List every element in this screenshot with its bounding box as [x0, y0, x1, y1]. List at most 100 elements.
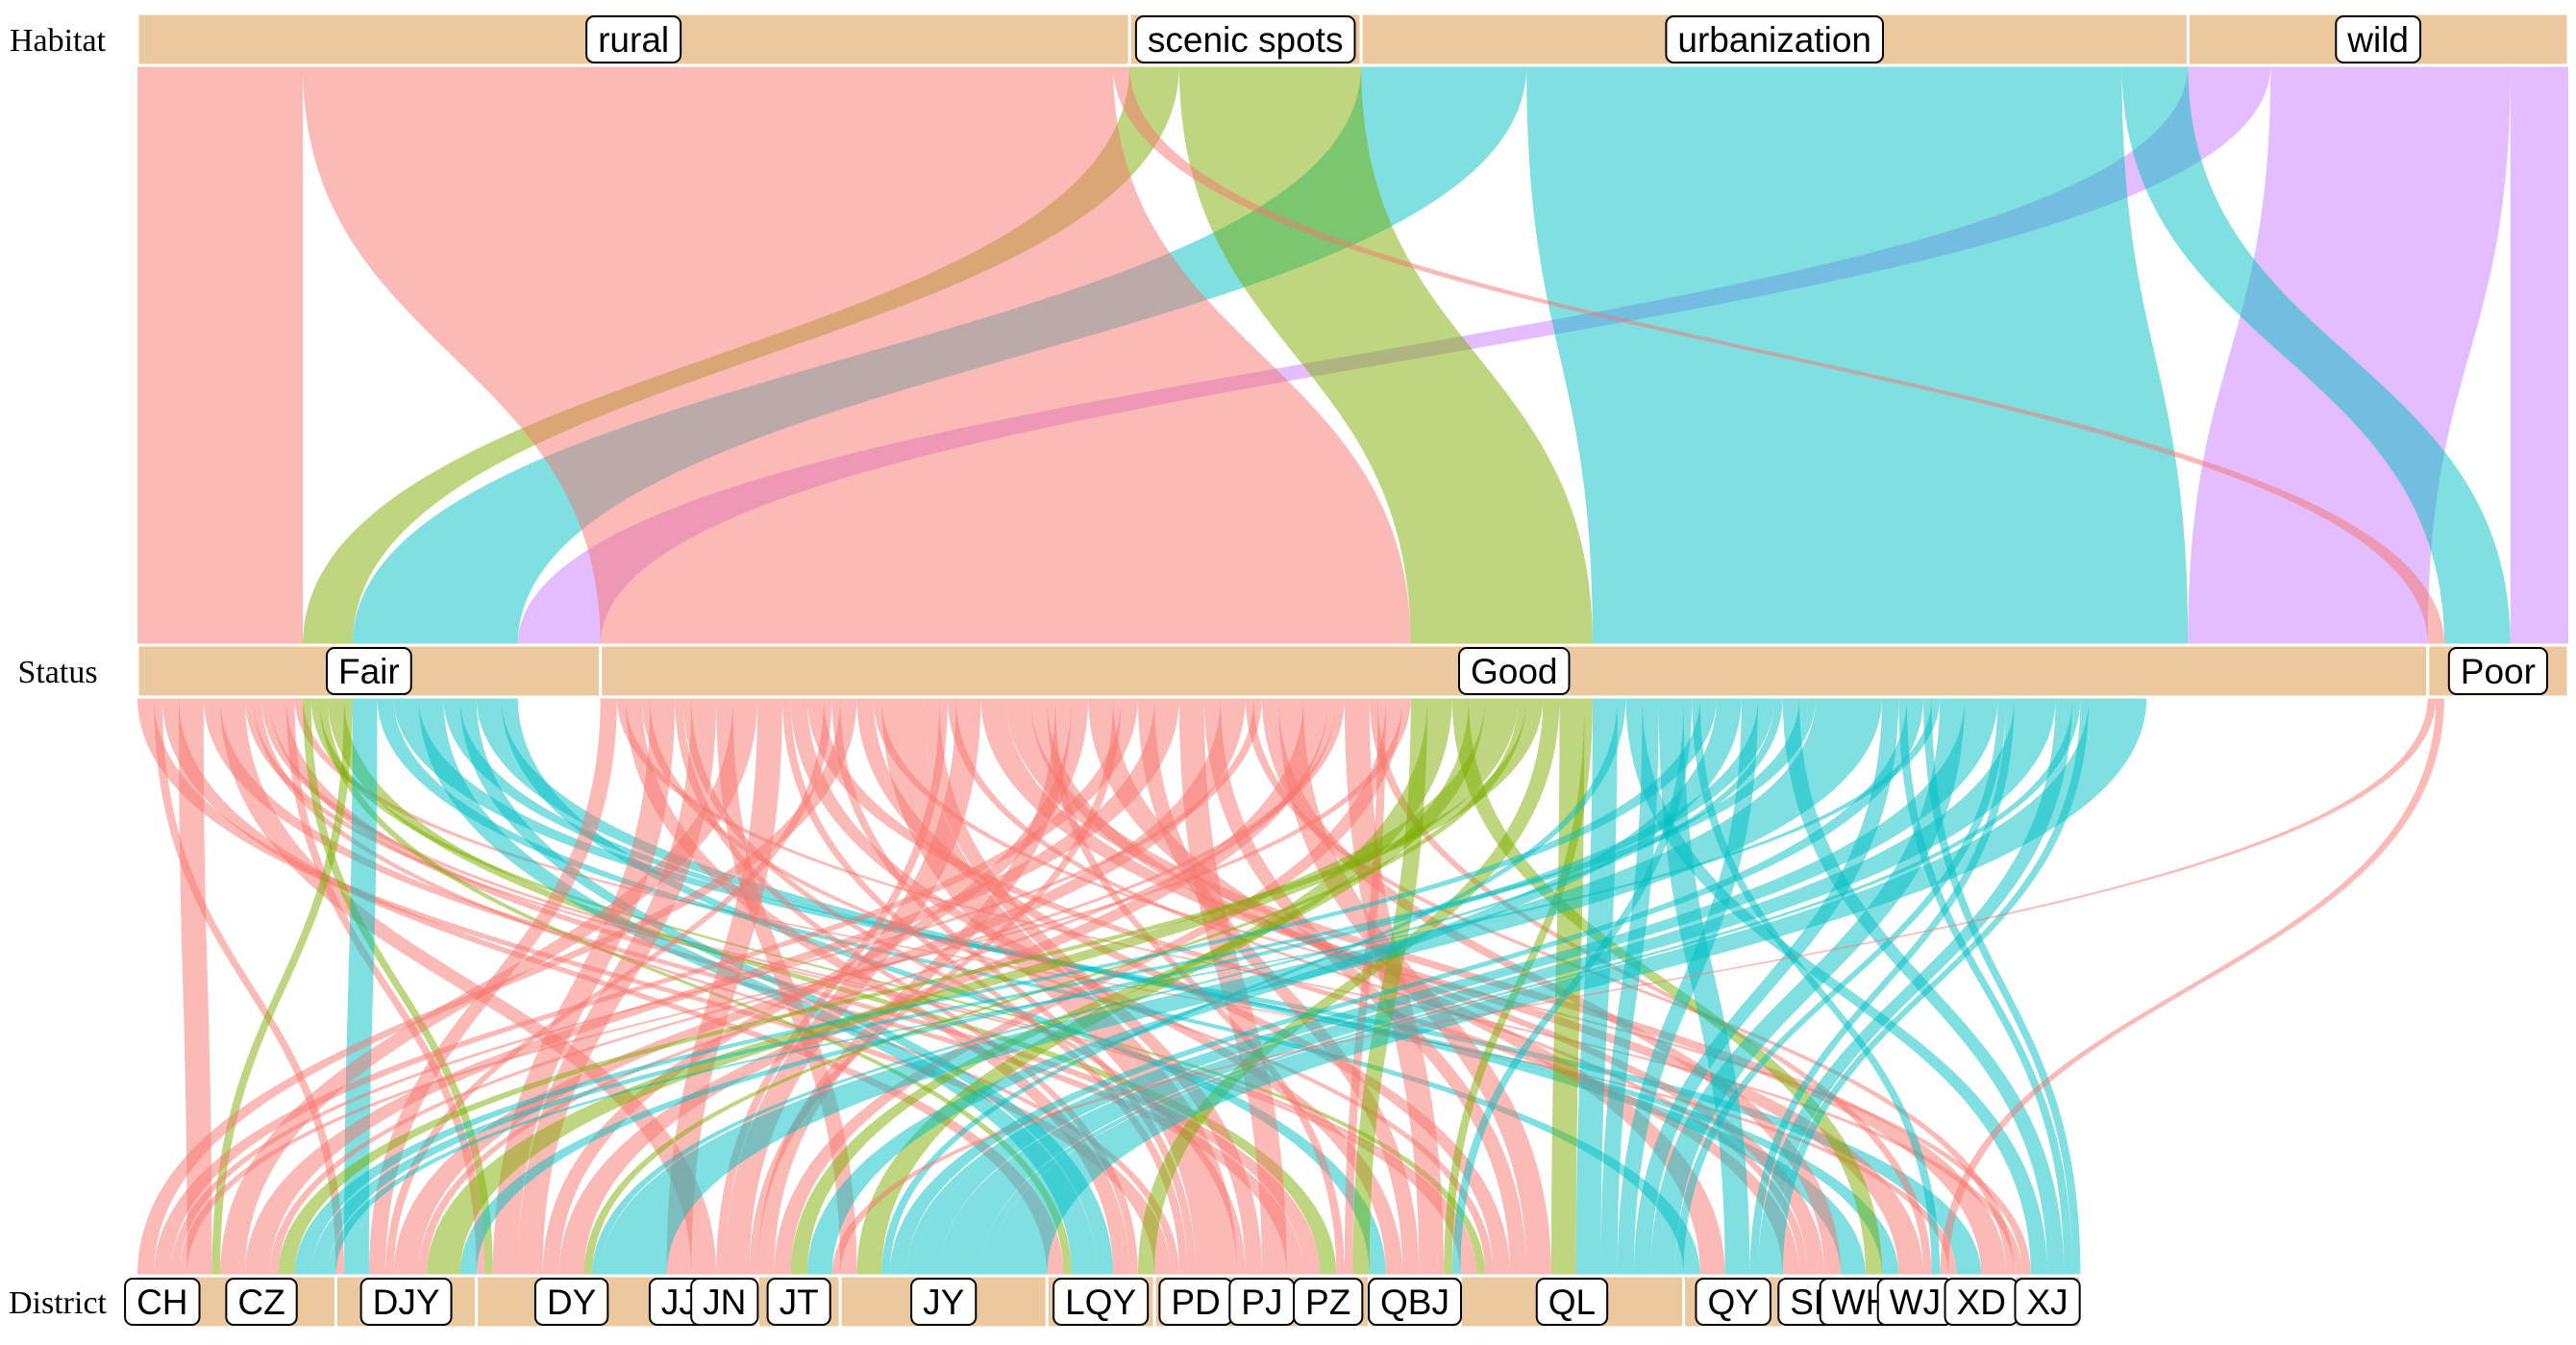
flows-layer: [137, 65, 2568, 1276]
node-label-box-qy: [1695, 1278, 1771, 1326]
flow-good-ql: [1650, 697, 1948, 1276]
flow-good-qy: [1749, 697, 2015, 1276]
flow-fair-cz: [211, 697, 353, 1276]
node-label-box-fair: [325, 647, 412, 695]
axis-title-district: District: [9, 1285, 108, 1321]
node-label-jt: JT: [780, 1283, 819, 1322]
flow-good-dy: [592, 697, 1783, 1276]
flow-good-djy: [385, 697, 832, 1276]
flow-good-qy: [1758, 697, 2065, 1276]
flow-urbanization-good: [1526, 65, 2189, 645]
flow-good-ch: [154, 697, 1138, 1276]
flow-good-ql: [1674, 697, 2007, 1276]
flow-good-xj: [1898, 697, 2072, 1276]
flow-good-cz: [294, 697, 1717, 1276]
flow-good-cz: [310, 697, 1817, 1276]
node-label-box-cz: [225, 1278, 298, 1326]
node-label-box-jt: [766, 1278, 831, 1326]
flow-good-ch: [170, 697, 1262, 1276]
flow-fair-lqy: [418, 697, 1097, 1276]
node-label-box-scenic-spots: [1134, 15, 1356, 63]
flow-good-qy: [1658, 697, 1750, 1276]
node-label-ch: CH: [136, 1283, 187, 1322]
flow-good-jy: [905, 697, 1973, 1276]
flow-good-jy: [980, 697, 2081, 1276]
node-label-qbj: QBJ: [1380, 1283, 1449, 1322]
flow-good-ql: [1633, 697, 1899, 1276]
flow-good-cz: [327, 697, 1941, 1276]
flow-good-dy: [492, 697, 676, 1276]
node-label-cz: CZ: [237, 1283, 285, 1322]
node-label-rural: rural: [598, 20, 669, 60]
flow-good-qy: [1774, 697, 2090, 1276]
flow-good-wj: [1369, 697, 1932, 1276]
node-label-box-jy: [910, 1278, 978, 1326]
flow-good-ql: [1625, 697, 1758, 1276]
flow-good-sl: [806, 697, 1800, 1276]
flow-good-pz: [1047, 697, 1345, 1276]
node-label-ql: QL: [1548, 1283, 1596, 1322]
node-label-jn: JN: [703, 1283, 746, 1322]
node-label-box-wild: [2335, 15, 2422, 63]
flow-good-ql: [1658, 697, 1966, 1276]
node-label-djy: DJY: [373, 1283, 440, 1322]
node-label-box-good: [1457, 647, 1571, 695]
node-label-box-ch: [124, 1278, 201, 1326]
axis-title-habitat: Habitat: [10, 23, 107, 59]
flow-good-jy: [1030, 697, 2147, 1276]
node-label-qy: QY: [1707, 1283, 1758, 1322]
node-label-pz: PZ: [1305, 1283, 1350, 1322]
flow-good-djy: [451, 697, 1519, 1276]
node-label-box-dy: [533, 1278, 609, 1326]
node-label-box-poor: [2447, 647, 2548, 695]
flow-urbanization-poor: [2121, 65, 2511, 645]
node-label-pj: PJ: [1241, 1283, 1282, 1322]
flow-good-xj: [1923, 697, 2081, 1276]
flow-good-jy: [716, 697, 857, 1276]
flow-good-djy: [393, 697, 1246, 1276]
node-label-wj: WJ: [1890, 1283, 1941, 1322]
flow-good-djy: [427, 697, 1510, 1276]
flow-poor-jt: [831, 697, 2437, 1276]
flow-rural-poor: [1113, 65, 2444, 645]
flow-fair-jn: [220, 697, 717, 1276]
flow-good-ch: [137, 697, 857, 1276]
flow-good-lqy: [1137, 697, 1560, 1276]
flow-good-jn: [724, 697, 981, 1276]
flow-good-dy: [641, 697, 1883, 1276]
flow-good-jy: [856, 697, 1452, 1276]
flow-fair-wh: [476, 697, 1866, 1276]
node-label-box-ql: [1535, 1278, 1609, 1326]
flow-good-pd: [881, 697, 1213, 1276]
node-label-box-rural: [585, 15, 682, 63]
flow-rural-fair: [137, 65, 304, 645]
flow-good-dy: [600, 697, 1833, 1276]
flow-good-jy: [948, 697, 2031, 1276]
flow-good-dy: [517, 697, 717, 1276]
node-label-scenic-spots: scenic spots: [1148, 20, 1344, 60]
flow-wild-poor: [2510, 65, 2568, 645]
node-label-wild: wild: [2346, 20, 2409, 60]
flow-good-dy: [616, 697, 1858, 1276]
flow-poor-wj: [1940, 697, 2444, 1276]
flow-good-cz: [269, 697, 1345, 1276]
flow-fair-cz: [179, 697, 212, 1276]
flow-good-ql: [1617, 697, 1750, 1276]
nodes-layer: rural scenic spots urbanization wild Fair Goo…: [124, 12, 2570, 1330]
flow-good-djy: [418, 697, 1337, 1276]
flow-good-qy: [1766, 697, 2072, 1276]
node-label-box-qbj: [1368, 1278, 1462, 1326]
node-label-box-xj: [2014, 1278, 2081, 1326]
node-label-xd: XD: [1957, 1283, 2006, 1322]
node-label-box-lqy: [1053, 1278, 1150, 1326]
flow-fair-lqy: [319, 697, 1073, 1276]
node-label-jy: JY: [923, 1283, 964, 1322]
node-label-pd: PD: [1171, 1283, 1220, 1322]
node-label-fair: Fair: [338, 652, 400, 691]
node-label-xj: XJ: [2026, 1283, 2068, 1322]
flow-good-jy: [1005, 697, 2131, 1276]
node-label-dy: DY: [547, 1283, 596, 1322]
node-label-lqy: LQY: [1065, 1283, 1136, 1322]
flow-fair-dy: [303, 697, 493, 1276]
flow-fair-dy: [285, 697, 485, 1276]
